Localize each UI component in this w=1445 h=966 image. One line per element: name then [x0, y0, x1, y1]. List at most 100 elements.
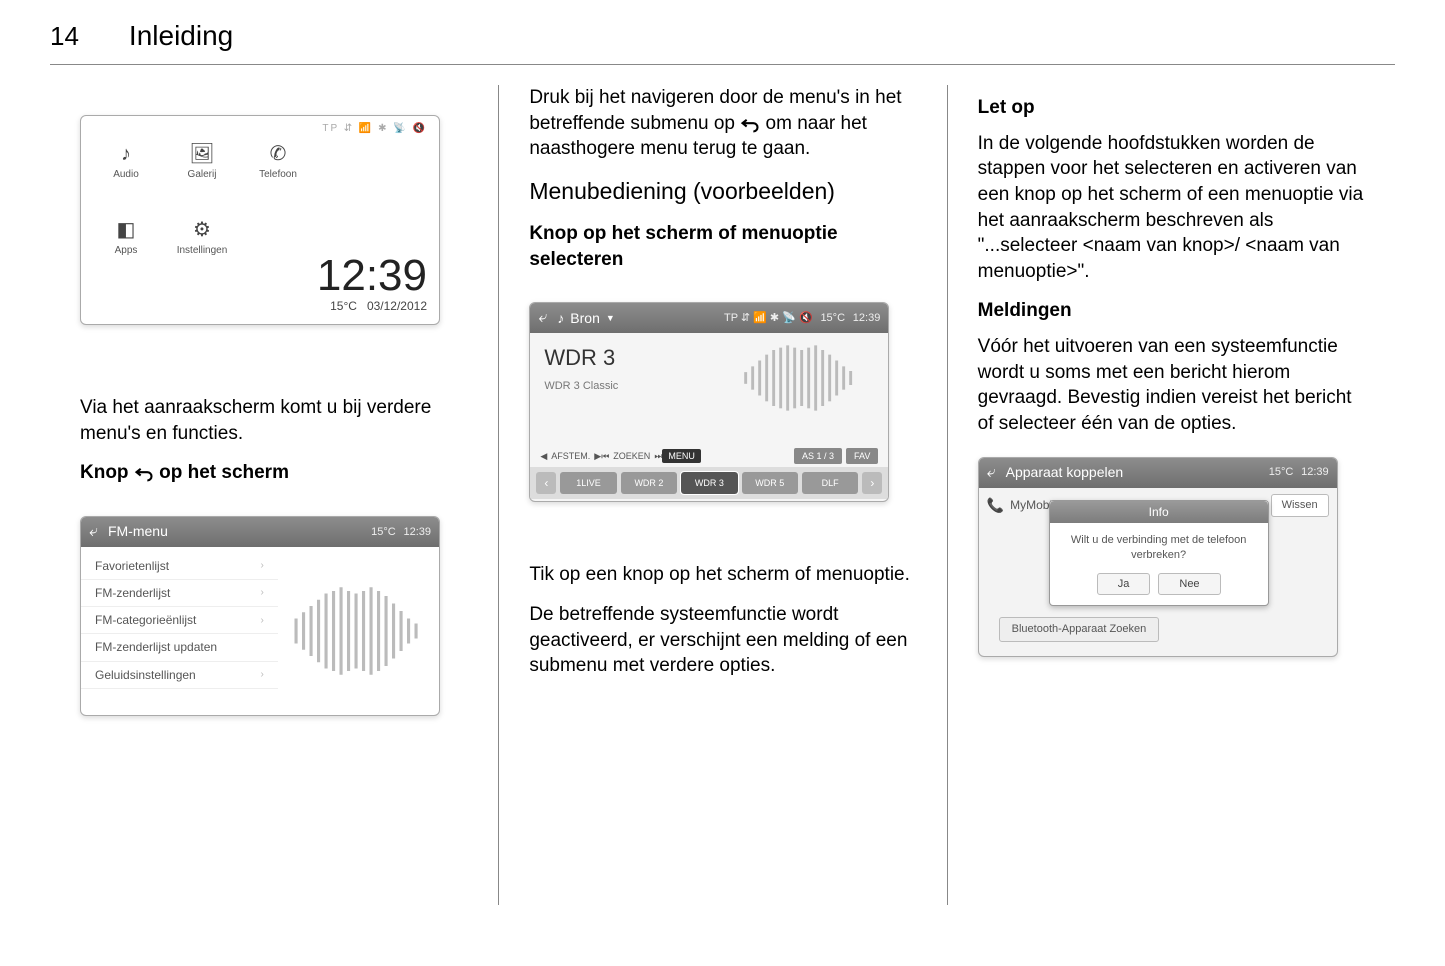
paragraph: In de volgende hoofdstukken worden de st…: [978, 131, 1365, 285]
no-button[interactable]: Nee: [1158, 573, 1220, 596]
paragraph: Tik op een knop op het scherm of menuopt…: [529, 562, 916, 588]
phone-icon: ✆: [264, 140, 292, 168]
list-item[interactable]: FM-zenderlijst›: [81, 580, 278, 607]
music-note-icon: ♪: [557, 309, 564, 328]
app-label: Audio: [113, 168, 139, 182]
app-label: Apps: [115, 244, 138, 258]
station-name: WDR 3: [544, 343, 734, 373]
pair-time: 12:39: [1301, 465, 1329, 480]
heading-meldingen: Meldingen: [978, 298, 1365, 324]
fm-list: Favorietenlijst› FM-zenderlijst› FM-cate…: [81, 547, 278, 715]
back-icon[interactable]: ⤶: [538, 307, 547, 329]
home-screen-figure: TP ⇵ 📶 ✱ 📡 🔇 ♪ Audio 🖼 Galerij ✆ Telefoo…: [80, 115, 440, 325]
fm-title: FM-menu: [108, 522, 168, 541]
preset-button[interactable]: WDR 3: [681, 472, 737, 494]
phone-icon: 📞: [987, 496, 1004, 515]
list-item[interactable]: Geluidsinstellingen›: [81, 662, 278, 689]
app-grid: ♪ Audio 🖼 Galerij ✆ Telefoon ◧ Apps ⚙: [91, 126, 313, 272]
pairing-title: Apparaat koppelen: [1006, 463, 1124, 482]
fm-time: 12:39: [403, 525, 431, 540]
app-label: Galerij: [188, 168, 217, 182]
content-columns: TP ⇵ 📶 ✱ 📡 🔇 ♪ Audio 🖼 Galerij ✆ Telefoo…: [50, 85, 1395, 905]
paragraph: De betreffende systeemfunctie wordt geac…: [529, 602, 916, 679]
page-number: 14: [50, 21, 79, 52]
chevron-right-icon: ›: [261, 586, 264, 600]
pairing-screen-figure: ⤶ Apparaat koppelen 15°C 12:39 📞 MyMobi …: [978, 457, 1338, 657]
column-1: TP ⇵ 📶 ✱ 📡 🔇 ♪ Audio 🖼 Galerij ✆ Telefoo…: [50, 85, 498, 905]
radio-temp: 15°C: [820, 311, 845, 326]
waveform-graphic: [278, 547, 439, 715]
status-icons: TP ⇵ 📶 ✱ 📡 🔇: [724, 311, 813, 326]
bt-search-button[interactable]: Bluetooth-Apparaat Zoeken: [999, 617, 1160, 642]
tune-group[interactable]: ◀ AFSTEM. ▶: [540, 450, 601, 462]
source-label[interactable]: Bron: [570, 309, 600, 328]
app-label: Telefoon: [259, 168, 297, 182]
list-item[interactable]: Favorietenlijst›: [81, 553, 278, 580]
app-instellingen[interactable]: ⚙ Instellingen: [167, 202, 237, 272]
page-title: Inleiding: [129, 20, 233, 52]
column-2: Druk bij het navigeren door de menu's in…: [498, 85, 946, 905]
preset-button[interactable]: DLF: [802, 472, 858, 494]
back-icon[interactable]: ⤶: [89, 521, 98, 543]
app-telefoon[interactable]: ✆ Telefoon: [243, 126, 313, 196]
heading-knop-back: Knop op het scherm: [80, 460, 468, 486]
page-header: 14 Inleiding: [50, 20, 1395, 65]
music-note-icon: ♪: [112, 140, 140, 168]
app-galerij[interactable]: 🖼 Galerij: [167, 126, 237, 196]
temp-value: 15°C: [330, 299, 357, 313]
paragraph: Via het aanraakscherm komt u bij verdere…: [80, 395, 468, 446]
preset-prev[interactable]: ‹: [536, 472, 556, 494]
back-icon[interactable]: ⤶: [987, 462, 996, 484]
dialog-title: Info: [1050, 501, 1268, 523]
apps-icon: ◧: [112, 216, 140, 244]
pair-temp: 15°C: [1269, 465, 1294, 480]
chevron-right-icon: ›: [261, 668, 264, 682]
as-tab[interactable]: AS 1 / 3: [794, 448, 842, 464]
seek-group[interactable]: ⏮ ZOEKEN ⏭: [601, 450, 662, 462]
preset-button[interactable]: WDR 5: [742, 472, 798, 494]
dialog-message: Wilt u de verbinding met de telefoon ver…: [1050, 523, 1268, 573]
radio-controls: ◀ AFSTEM. ▶ ⏮ ZOEKEN ⏭ MENU AS 1 / 3 FAV: [530, 445, 888, 467]
back-icon: [134, 463, 154, 483]
fm-temp: 15°C: [371, 525, 396, 540]
gear-icon: ⚙: [188, 216, 216, 244]
back-icon: [740, 114, 760, 134]
app-apps[interactable]: ◧ Apps: [91, 202, 161, 272]
chevron-down-icon: ▼: [606, 312, 615, 324]
waveform-graphic: [734, 343, 874, 413]
time-value: 12:39: [317, 254, 427, 298]
heading-menubediening: Menubediening (voorbeelden): [529, 176, 916, 207]
gallery-icon: 🖼: [188, 140, 216, 168]
fav-tab[interactable]: FAV: [846, 448, 878, 464]
app-label: Instellingen: [177, 244, 228, 258]
device-name: MyMobi: [1010, 497, 1052, 513]
info-dialog: Info Wilt u de verbinding met de telefoo…: [1049, 500, 1269, 607]
chevron-right-icon: ›: [261, 559, 264, 573]
status-bar: TP ⇵ 📶 ✱ 📡 🔇: [322, 122, 427, 136]
list-item[interactable]: FM-zenderlijst updaten: [81, 634, 278, 661]
pairing-header: ⤶ Apparaat koppelen 15°C 12:39: [979, 458, 1337, 488]
paragraph: Vóór het uitvoeren van een systeemfuncti…: [978, 334, 1365, 437]
chevron-right-icon: ›: [261, 614, 264, 628]
preset-button[interactable]: WDR 2: [621, 472, 677, 494]
preset-button[interactable]: 1LIVE: [560, 472, 616, 494]
list-item[interactable]: FM-categorieënlijst›: [81, 607, 278, 634]
yes-button[interactable]: Ja: [1097, 573, 1151, 596]
menu-button[interactable]: MENU: [662, 449, 701, 463]
delete-button[interactable]: Wissen: [1271, 494, 1329, 517]
radio-time: 12:39: [853, 311, 881, 326]
subheading-selecteren: Knop op het scherm of menuoptie selecter…: [529, 221, 916, 272]
preset-next[interactable]: ›: [862, 472, 882, 494]
app-audio[interactable]: ♪ Audio: [91, 126, 161, 196]
date-temp: 15°C 03/12/2012: [317, 298, 427, 314]
paragraph: Druk bij het navigeren door de menu's in…: [529, 85, 916, 162]
radio-screen-figure: ⤶ ♪ Bron ▼ TP ⇵ 📶 ✱ 📡 🔇 15°C 12:39 WDR 3…: [529, 302, 889, 502]
clock-block: 12:39 15°C 03/12/2012: [317, 254, 427, 314]
date-value: 03/12/2012: [367, 299, 427, 313]
radio-header: ⤶ ♪ Bron ▼ TP ⇵ 📶 ✱ 📡 🔇 15°C 12:39: [530, 303, 888, 333]
heading-letop: Let op: [978, 95, 1365, 121]
fm-header: ⤶ FM-menu 15°C 12:39: [81, 517, 439, 547]
fm-menu-figure: ⤶ FM-menu 15°C 12:39 Favorietenlijst› FM…: [80, 516, 440, 716]
preset-bar: ‹ 1LIVE WDR 2 WDR 3 WDR 5 DLF ›: [530, 467, 888, 499]
column-3: Let op In de volgende hoofdstukken worde…: [947, 85, 1395, 905]
